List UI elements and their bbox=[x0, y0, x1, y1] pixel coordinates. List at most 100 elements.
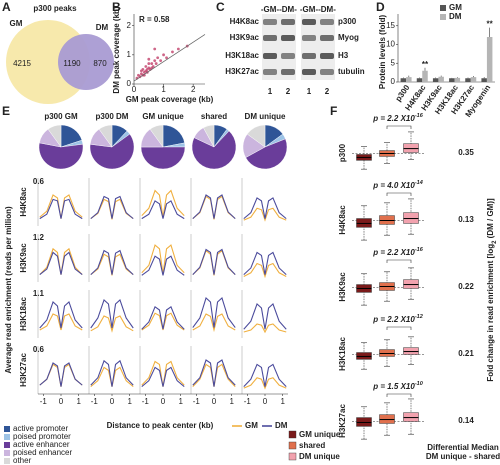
point bbox=[139, 69, 143, 73]
lane-number: 2 bbox=[286, 87, 291, 96]
profile-line bbox=[243, 197, 287, 220]
annotation: R = 0.58 bbox=[139, 15, 170, 24]
y-axis-label-part: 2 bbox=[492, 240, 498, 244]
row-label: H3K18ac bbox=[19, 297, 28, 331]
lane-group-label: -DM- bbox=[318, 5, 336, 14]
y-tick-label: 0.6 bbox=[33, 345, 45, 354]
x-axis-label: Distance to peak center (kb) bbox=[107, 421, 214, 430]
bar bbox=[465, 78, 471, 82]
y-tick-label: 15 bbox=[386, 21, 395, 30]
x-tick-label: -1 bbox=[142, 397, 150, 406]
panel-letter: C bbox=[216, 0, 225, 14]
bar bbox=[481, 78, 487, 82]
bar bbox=[486, 37, 493, 82]
blot-band bbox=[281, 53, 295, 59]
blot-row-label: H3K18ac bbox=[225, 51, 259, 60]
lane-number: 1 bbox=[268, 87, 273, 96]
blot-band bbox=[302, 35, 316, 41]
legend-label: DM unique bbox=[299, 452, 340, 461]
profile-line bbox=[192, 359, 236, 387]
p-value-base: p = 2.2 X10 bbox=[372, 114, 415, 123]
row-label: H3K9ac bbox=[19, 243, 28, 273]
p-value-base: p = 2.2 X10 bbox=[372, 315, 415, 324]
pie-slice bbox=[246, 124, 266, 148]
blot-band bbox=[281, 35, 295, 41]
y-tick-label: 1.1 bbox=[33, 289, 45, 298]
blot-row-label: H4K8ac bbox=[230, 17, 260, 26]
legend-swatch bbox=[4, 450, 10, 456]
blot-band bbox=[263, 35, 277, 41]
legend-swatch bbox=[288, 430, 297, 439]
y-tick-label: 2 bbox=[127, 21, 132, 30]
blot-band bbox=[302, 19, 316, 25]
blot-band bbox=[263, 53, 277, 59]
blot-row-label: tubulin bbox=[338, 67, 365, 76]
p-value-exponent: -16 bbox=[415, 247, 424, 253]
legend-label: other bbox=[13, 456, 32, 465]
x-tick-label: -1 bbox=[40, 397, 48, 406]
bracket bbox=[386, 259, 412, 263]
profile-line bbox=[141, 305, 185, 330]
column-title: p300 DM bbox=[96, 112, 129, 121]
bracket bbox=[386, 326, 412, 330]
blot-band bbox=[320, 35, 334, 41]
row-label: p300 bbox=[338, 143, 347, 162]
panel-letter: F bbox=[330, 104, 337, 118]
set-label: GM bbox=[10, 19, 23, 28]
row-label: H4K8ac bbox=[338, 205, 347, 235]
annotation: ** bbox=[487, 20, 494, 29]
x-tick-label: 1 bbox=[127, 397, 132, 406]
lane-group-label: -GM- bbox=[300, 5, 319, 14]
median-difference: 0.21 bbox=[458, 349, 474, 358]
blot-band bbox=[302, 69, 316, 75]
profile-line bbox=[39, 362, 83, 387]
row-label: H3K9ac bbox=[338, 272, 347, 302]
profile-line bbox=[90, 299, 134, 329]
stat-label: DM unique - shared bbox=[426, 452, 500, 461]
lane-number: 2 bbox=[325, 87, 330, 96]
p-value: p = 2.2 X10-12 bbox=[372, 314, 423, 324]
x-tick-label: 1 bbox=[229, 397, 234, 406]
y-axis-label: Protein levels (fold) bbox=[378, 15, 387, 90]
profile-line bbox=[141, 244, 185, 274]
profile-line bbox=[39, 198, 83, 220]
profile-line bbox=[39, 313, 83, 331]
median-difference: 0.14 bbox=[458, 416, 474, 425]
bar bbox=[432, 78, 439, 82]
pie-slice bbox=[47, 124, 62, 148]
profile-line bbox=[192, 248, 236, 275]
y-axis-label-part: Fold change in read enrichment [log bbox=[486, 244, 495, 382]
row-label: H3K27ac bbox=[19, 353, 28, 387]
point bbox=[147, 62, 151, 65]
bar bbox=[422, 70, 428, 82]
p-value-exponent: -10 bbox=[415, 381, 423, 387]
venn-count: 1190 bbox=[63, 59, 81, 68]
blot-band bbox=[263, 19, 277, 25]
x-tick-label: 1 bbox=[280, 397, 285, 406]
lane-group-label: -GM- bbox=[261, 5, 280, 14]
bracket bbox=[386, 192, 412, 196]
row-label: H3K18ac bbox=[338, 337, 347, 371]
legend-swatch bbox=[288, 441, 297, 450]
x-tick-label: 0 bbox=[161, 397, 166, 406]
stat-label: Differential Median bbox=[427, 443, 499, 452]
legend-swatch bbox=[288, 452, 297, 461]
bracket bbox=[386, 393, 412, 397]
x-tick-label: 0 bbox=[110, 397, 115, 406]
x-tick-label: 1 bbox=[161, 85, 166, 94]
blot-band bbox=[320, 53, 334, 59]
y-axis-label: Average read enrichment (reads per milli… bbox=[4, 206, 13, 374]
legend-label: GM bbox=[449, 3, 462, 12]
profile-line bbox=[243, 323, 287, 334]
y-tick-label: 1.2 bbox=[33, 233, 45, 242]
column-title: shared bbox=[201, 112, 227, 121]
profile-line bbox=[243, 303, 287, 330]
blot-row-label: H3K27ac bbox=[225, 67, 259, 76]
p-value: p = 1.5 X10-10 bbox=[372, 381, 423, 391]
profile-line bbox=[141, 189, 185, 218]
p-value-exponent: -14 bbox=[415, 180, 423, 186]
pie-slice bbox=[191, 130, 237, 170]
pie-slice bbox=[203, 124, 215, 148]
y-tick-label: 5 bbox=[391, 58, 396, 67]
blot-band bbox=[281, 19, 295, 25]
